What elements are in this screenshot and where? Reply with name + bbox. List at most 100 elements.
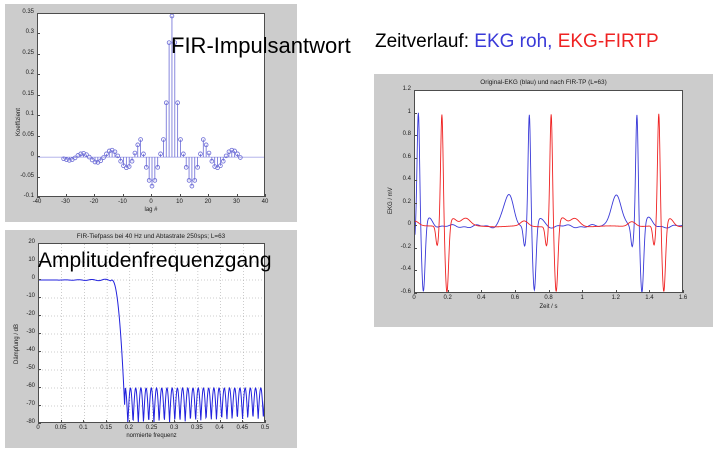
y-tick-label: -0.2 xyxy=(400,243,411,250)
y-tick-mark xyxy=(38,261,41,262)
caption-ekg-filtered: EKG-FIRTP xyxy=(557,31,659,52)
y-tick-label: -0.6 xyxy=(400,289,411,295)
y-tick-mark xyxy=(37,94,40,96)
x-tick-label: 1.2 xyxy=(611,295,620,301)
panel-ekg-time-course: Original-EKG (blau) und nach FIR-TP (L=6… xyxy=(374,74,713,327)
x-tick-mark xyxy=(122,194,124,197)
y-tick-label: 0.4 xyxy=(402,176,411,183)
y-tick-label: 0.05 xyxy=(22,131,34,138)
y-tick-label: 0.35 xyxy=(22,9,34,15)
y-tick-mark xyxy=(414,90,417,91)
x-tick-label: 0.05 xyxy=(54,425,67,431)
y-tick-label: -10 xyxy=(26,293,35,299)
x-tick-mark xyxy=(94,194,95,197)
axis-label-x-ekg: Zeit / s xyxy=(539,304,558,310)
axes-ekg-time-course xyxy=(414,90,683,293)
y-tick-mark xyxy=(37,13,40,14)
y-tick-label: -30 xyxy=(26,329,35,335)
x-tick-label: 0 xyxy=(412,295,416,301)
y-tick-mark xyxy=(414,180,417,182)
x-tick-mark xyxy=(38,420,39,423)
x-tick-label: 0.5 xyxy=(260,425,270,431)
y-tick-mark xyxy=(37,53,40,55)
x-tick-mark xyxy=(582,290,584,293)
x-tick-label: 1.4 xyxy=(645,295,654,301)
x-tick-label: 10 xyxy=(176,199,183,205)
y-tick-mark xyxy=(38,315,41,316)
plot-svg xyxy=(415,112,682,292)
y-tick-mark xyxy=(414,157,417,159)
y-tick-label: 10 xyxy=(28,257,35,263)
y-tick-mark xyxy=(37,115,40,117)
x-tick-mark xyxy=(151,420,153,423)
caption-separator: , xyxy=(547,31,553,52)
panel-fir-amplitude-response: FIR-Tiefpass bei 40 Hz und Abtastrate 25… xyxy=(5,230,297,448)
x-tick-mark xyxy=(174,420,176,423)
x-tick-label: 0.45 xyxy=(236,425,249,431)
y-tick-label: 0.1 xyxy=(25,111,34,118)
y-tick-mark xyxy=(38,369,41,370)
x-tick-label: 0.2 xyxy=(443,295,452,301)
x-tick-mark xyxy=(242,420,244,423)
y-tick-label: -60 xyxy=(26,383,35,389)
x-tick-label: 1.6 xyxy=(678,295,688,301)
y-tick-mark xyxy=(414,202,417,204)
x-tick-mark xyxy=(265,194,266,197)
x-tick-label: 0.3 xyxy=(170,425,179,431)
plot-area-impulse xyxy=(38,14,264,196)
y-tick-mark xyxy=(38,387,41,388)
x-tick-label: 0 xyxy=(36,425,40,431)
axis-label-x-amplitude: normierte frequenz xyxy=(126,433,177,439)
y-tick-mark xyxy=(414,112,417,114)
y-tick-label: -40 xyxy=(26,347,35,353)
y-tick-mark xyxy=(37,197,40,198)
y-tick-label: 20 xyxy=(28,239,35,245)
y-tick-label: 1.2 xyxy=(402,86,411,92)
y-tick-label: -80 xyxy=(26,419,35,425)
x-tick-mark xyxy=(615,290,617,293)
x-tick-mark xyxy=(481,290,483,293)
y-tick-mark xyxy=(38,243,41,244)
x-tick-label: 20 xyxy=(204,199,212,205)
y-tick-label: -0.4 xyxy=(400,266,411,273)
y-tick-mark xyxy=(37,74,40,76)
x-tick-mark xyxy=(37,194,38,197)
caption-time-course-prefix: Zeitverlauf: xyxy=(375,31,469,52)
y-tick-mark xyxy=(38,405,41,406)
x-tick-label: 0.2 xyxy=(124,425,133,431)
x-tick-label: 0.15 xyxy=(100,425,112,431)
y-tick-label: 0.25 xyxy=(22,49,34,56)
y-tick-mark xyxy=(37,156,40,158)
x-tick-label: 0.4 xyxy=(215,425,224,431)
y-tick-label: 0.2 xyxy=(402,198,411,205)
y-tick-label: -70 xyxy=(26,401,35,407)
x-tick-mark xyxy=(447,290,449,293)
panel-fir-impulse-response: Koeffizient lag # -0.1 -0.05 0 0.05 0.1 0.15 0… xyxy=(5,4,297,222)
y-tick-mark xyxy=(38,351,41,352)
x-tick-label: 0.4 xyxy=(477,295,486,301)
figure-fir-amplitude-response: FIR-Tiefpass bei 40 Hz und Abtastrate 25… xyxy=(5,230,297,448)
plot-area-amplitude xyxy=(39,244,264,422)
plot-svg xyxy=(38,14,264,189)
y-tick-mark xyxy=(414,135,417,137)
x-tick-label: -40 xyxy=(32,199,42,205)
x-tick-mark xyxy=(548,290,550,293)
caption-amplitude-frequency-response: Amplitudenfrequenzgang xyxy=(38,249,272,272)
x-tick-label: 0.8 xyxy=(544,295,553,301)
y-tick-mark xyxy=(37,176,40,178)
x-tick-mark xyxy=(649,290,651,293)
x-tick-mark xyxy=(196,420,198,423)
y-tick-mark xyxy=(414,247,417,249)
y-tick-mark xyxy=(414,293,417,294)
figure-fir-impulse-response: Koeffizient lag # -0.1 -0.05 0 0.05 0.1 0.15 0… xyxy=(5,4,297,222)
y-tick-label: 0.3 xyxy=(25,29,34,36)
x-tick-mark xyxy=(683,290,684,293)
y-tick-label: 0.2 xyxy=(25,70,34,77)
x-tick-mark xyxy=(265,420,266,423)
x-tick-label: -10 xyxy=(118,199,127,205)
y-tick-label: 0 xyxy=(31,275,35,281)
x-tick-label: -20 xyxy=(89,199,99,205)
plot-area-ekg xyxy=(415,91,682,292)
x-tick-mark xyxy=(236,194,238,197)
y-tick-mark xyxy=(37,33,40,35)
